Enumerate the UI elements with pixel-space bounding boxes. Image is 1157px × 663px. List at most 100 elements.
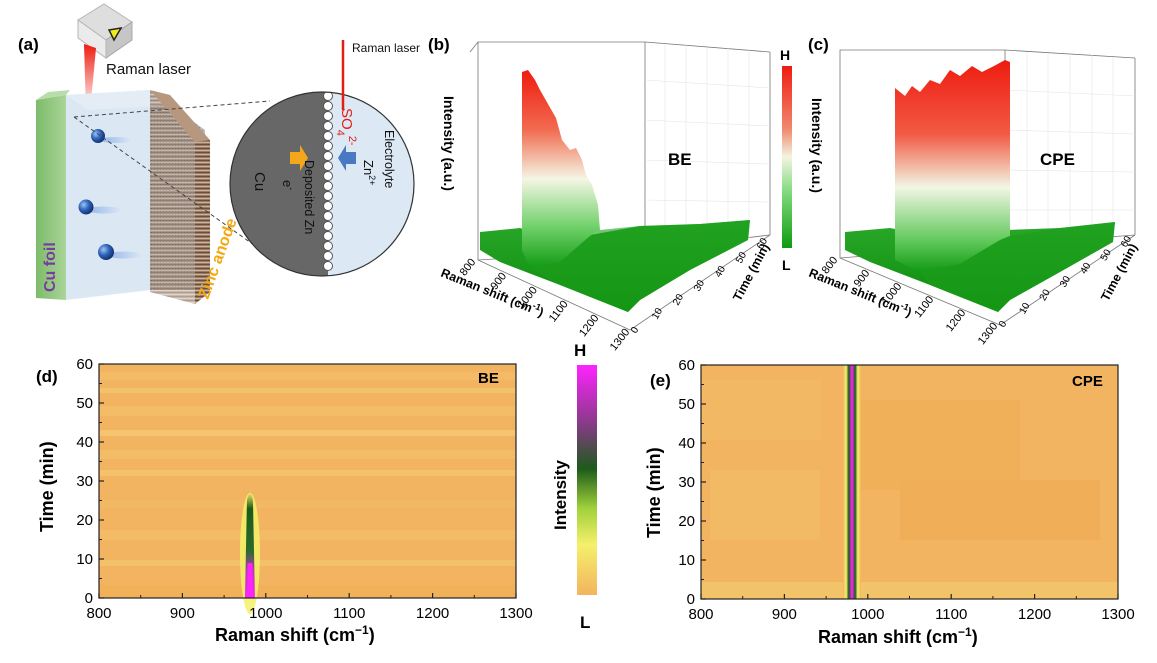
x-tick-label: 1200 — [416, 605, 449, 622]
panel-b: (b) BE Intensity (a.u.) 8009001000110012… — [428, 35, 772, 353]
y-tick-label: 40 — [1078, 261, 1093, 277]
y-tick-label: 10 — [76, 551, 93, 568]
zlabel-b: Intensity (a.u.) — [441, 96, 457, 191]
electrolyte-label: Electrolyte — [382, 130, 396, 188]
x-tick-label: 1100 — [912, 294, 936, 320]
x-tick-label: 1100 — [935, 606, 967, 623]
surface-front-b — [530, 220, 750, 312]
colorbar-3d-scale — [782, 66, 792, 248]
panel-e: (e) 800 900 1000 1100 1200 13000102030405060 … — [644, 357, 1135, 647]
colorbar-3d-high: H — [780, 47, 790, 63]
x-tick-label: 1300 — [1101, 606, 1134, 623]
panel-d: (d) 800 900 1000 1100 1200 13000102030405060 … — [36, 356, 533, 645]
x-tick-label: 1200 — [944, 307, 969, 334]
surface-front-c — [920, 222, 1115, 312]
y-tick-label: 10 — [650, 306, 665, 322]
panel-label-e: (e) — [650, 371, 671, 390]
colorbar-2d-scale — [577, 365, 597, 595]
panel-label-c: (c) — [808, 35, 829, 54]
y-tick-label: 40 — [678, 435, 695, 452]
y-tick-label: 30 — [76, 473, 93, 490]
colorbar-2d: H Intensity L — [551, 341, 597, 632]
ylabel-d: Time (min) — [37, 441, 57, 532]
heatmap-plot-d — [99, 364, 516, 598]
peak-max — [247, 563, 253, 598]
surface-peak-wall-c — [895, 60, 1010, 272]
zlabel-c: Intensity (a.u.) — [809, 98, 825, 193]
y-tick-label: 10 — [678, 552, 695, 569]
y-tick-label: 20 — [671, 292, 686, 308]
cu-label: Cu — [251, 172, 268, 191]
surface-peak-wall-b — [522, 70, 600, 268]
x-tick-label: 1200 — [577, 312, 602, 339]
cell-schematic — [36, 90, 210, 304]
peak-band — [842, 365, 861, 599]
3d-gridlines-b — [644, 44, 771, 248]
y-tick-label: 20 — [678, 513, 695, 530]
zn-ion-icon — [91, 129, 132, 143]
panel-label-a: (a) — [18, 35, 39, 54]
chart-label-b: BE — [668, 150, 692, 169]
panel-label-d: (d) — [36, 367, 58, 386]
heatmap-peak-e — [842, 365, 861, 599]
y-tick-label: 20 — [1038, 287, 1053, 303]
sulfate-label: SO42- — [334, 108, 358, 146]
x-tick-label: 900 — [170, 605, 195, 622]
chart-label-e: CPE — [1072, 373, 1103, 390]
heatmap-texture-d — [99, 372, 516, 598]
zoom-line — [73, 116, 269, 256]
y-tick-label: 0 — [85, 590, 93, 607]
y-tick-label: 60 — [678, 357, 695, 374]
x-tick-label: 1100 — [547, 298, 571, 324]
x-tick-label: 800 — [688, 606, 713, 623]
electron-label: e- — [280, 180, 296, 190]
x-tick-label: 1000 — [249, 605, 282, 622]
colorbar-3d: H L — [780, 47, 792, 273]
cu-foil-label: Cu foil — [42, 242, 59, 292]
chart-label-d: BE — [478, 370, 499, 387]
y-tick-label: 50 — [678, 396, 695, 413]
y-tick-label: 30 — [1058, 274, 1073, 290]
y-tick-label: 20 — [76, 512, 93, 529]
zoom-line — [73, 100, 271, 118]
y-tick-label: 0 — [629, 325, 642, 336]
y-tick-label: 0 — [997, 319, 1010, 330]
y-tick-label: 30 — [678, 474, 695, 491]
colorbar-2d-low: L — [580, 613, 590, 632]
x-tick-label: 1100 — [333, 605, 365, 622]
y-tick-label: 50 — [76, 395, 93, 412]
zn-ion-label: Zn2+ — [361, 160, 377, 185]
zn-ion-icon — [98, 244, 142, 260]
ylabel-e: Time (min) — [644, 447, 664, 538]
laser-source-icon — [77, 3, 133, 59]
axes-d: 800 900 1000 1100 1200 1300 0 10 20 30 40 50 60 — [76, 356, 532, 622]
x-tick-label: 800 — [86, 605, 111, 622]
y-tick-label: 30 — [692, 278, 707, 294]
deposited-zn-particles — [323, 92, 333, 271]
heatmap-texture-e — [701, 380, 1118, 599]
colorbar-3d-low: L — [782, 257, 791, 273]
x-tick-label: 1300 — [499, 605, 532, 622]
y-tick-label: 60 — [76, 356, 93, 373]
colorbar-2d-high: H — [574, 341, 586, 360]
y-tick-label: 10 — [1017, 301, 1032, 317]
panel-a: (a) Raman laser — [18, 3, 420, 304]
y-tick-label: 40 — [713, 264, 728, 280]
inset-raman-laser-label: Raman laser — [352, 41, 420, 55]
xlabel-e: Raman shift (cm−1) — [818, 625, 978, 647]
ylabel-b: Time (min) — [730, 241, 772, 303]
y-tick-label: 60 — [1119, 234, 1134, 250]
deposited-zn-label: Deposited Zn — [302, 160, 316, 234]
y-tick-label: 50 — [734, 250, 749, 266]
y-tick-label: 50 — [1099, 247, 1114, 263]
zoom-circle — [229, 91, 415, 277]
zn-ion-icon — [78, 199, 122, 215]
x-tick-label: 900 — [772, 606, 797, 623]
zn-arrow-icon — [338, 145, 356, 171]
3d-gridlines-c — [1004, 52, 1136, 243]
x-tick-label: 1200 — [1018, 606, 1051, 623]
y-tick-label: 40 — [76, 434, 93, 451]
y-tick-label: 60 — [755, 236, 770, 252]
